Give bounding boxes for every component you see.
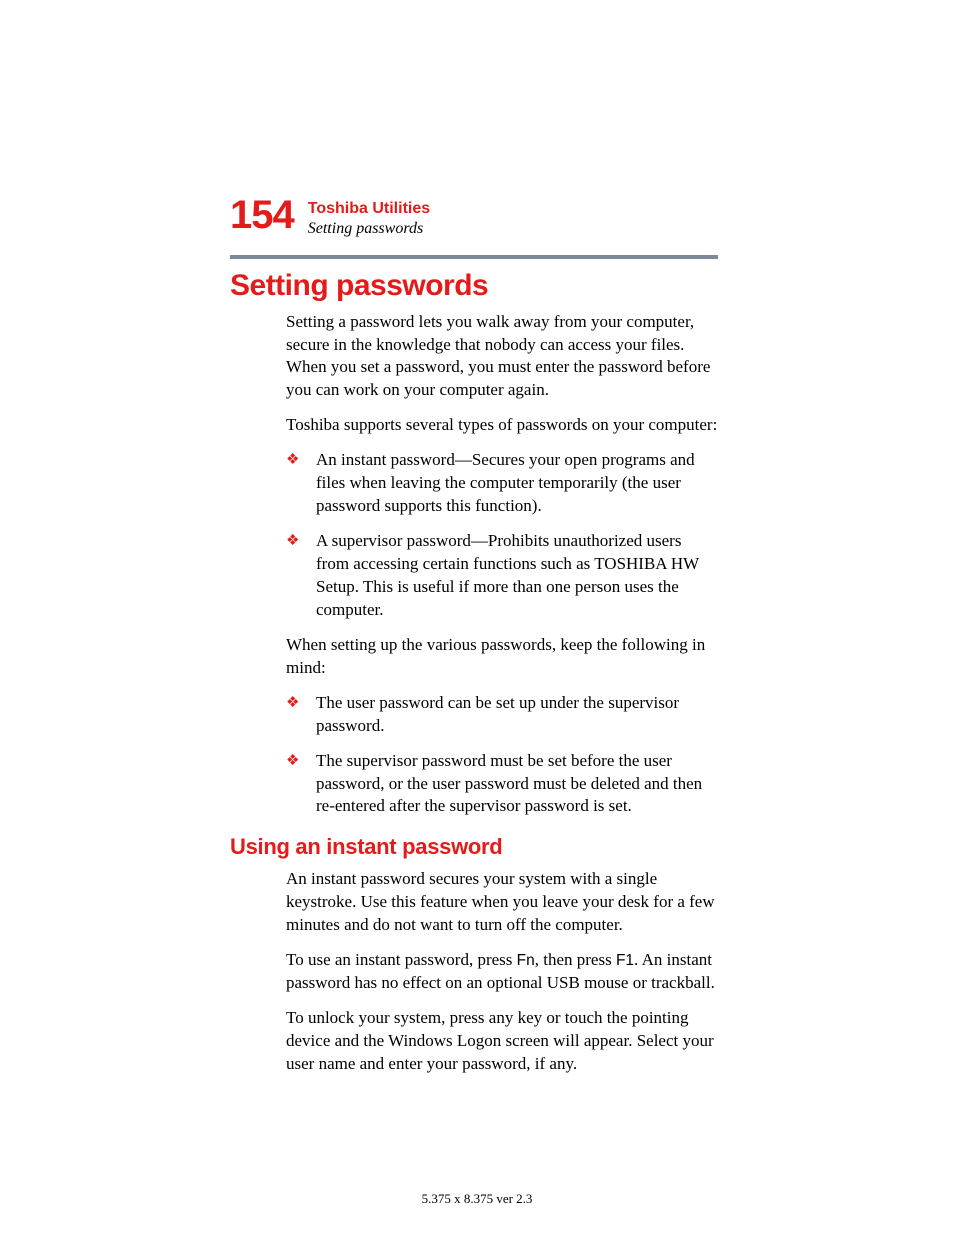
list-item-text: The user password can be set up under th… [316, 693, 679, 735]
instruction-mid: , then press [535, 950, 616, 969]
list-item: ❖ The user password can be set up under … [286, 692, 718, 738]
password-types-list: ❖ An instant password—Secures your open … [286, 449, 718, 622]
subsection-paragraph: An instant password secures your system … [286, 868, 718, 937]
list-item-text: A supervisor password—Prohibits unauthor… [316, 531, 699, 619]
guidelines-list: ❖ The user password can be set up under … [286, 692, 718, 819]
page: 154 Toshiba Utilities Setting passwords … [0, 0, 954, 1235]
section-body: Setting a password lets you walk away fr… [286, 311, 718, 819]
list-item: ❖ The supervisor password must be set be… [286, 750, 718, 819]
keycap-f1: F1 [616, 952, 634, 969]
chapter-title: Toshiba Utilities [308, 199, 430, 218]
diamond-bullet-icon: ❖ [286, 449, 299, 472]
list-item: ❖ A supervisor password—Prohibits unauth… [286, 530, 718, 622]
diamond-bullet-icon: ❖ [286, 692, 299, 715]
diamond-bullet-icon: ❖ [286, 750, 299, 773]
section-heading: Setting passwords [230, 269, 718, 303]
subsection-body: An instant password secures your system … [286, 868, 718, 1076]
diamond-bullet-icon: ❖ [286, 530, 299, 553]
instruction-prefix: To use an instant password, press [286, 950, 517, 969]
header-rule [230, 255, 718, 259]
subsection-heading: Using an instant password [230, 834, 718, 860]
list-item-text: The supervisor password must be set befo… [316, 751, 702, 816]
guidelines-intro: When setting up the various passwords, k… [286, 634, 718, 680]
page-number: 154 [230, 195, 294, 235]
intro-paragraph: Setting a password lets you walk away fr… [286, 311, 718, 403]
unlock-paragraph: To unlock your system, press any key or … [286, 1007, 718, 1076]
list-item: ❖ An instant password—Secures your open … [286, 449, 718, 518]
intro-paragraph: Toshiba supports several types of passwo… [286, 414, 718, 437]
running-head: 154 Toshiba Utilities Setting passwords [230, 195, 718, 241]
section-breadcrumb: Setting passwords [308, 218, 430, 240]
list-item-text: An instant password—Secures your open pr… [316, 450, 695, 515]
keycap-fn: Fn [517, 952, 535, 969]
running-head-text: Toshiba Utilities Setting passwords [308, 195, 430, 241]
page-footer: 5.375 x 8.375 ver 2.3 [0, 1191, 954, 1207]
instruction-paragraph: To use an instant password, press Fn, th… [286, 949, 718, 995]
